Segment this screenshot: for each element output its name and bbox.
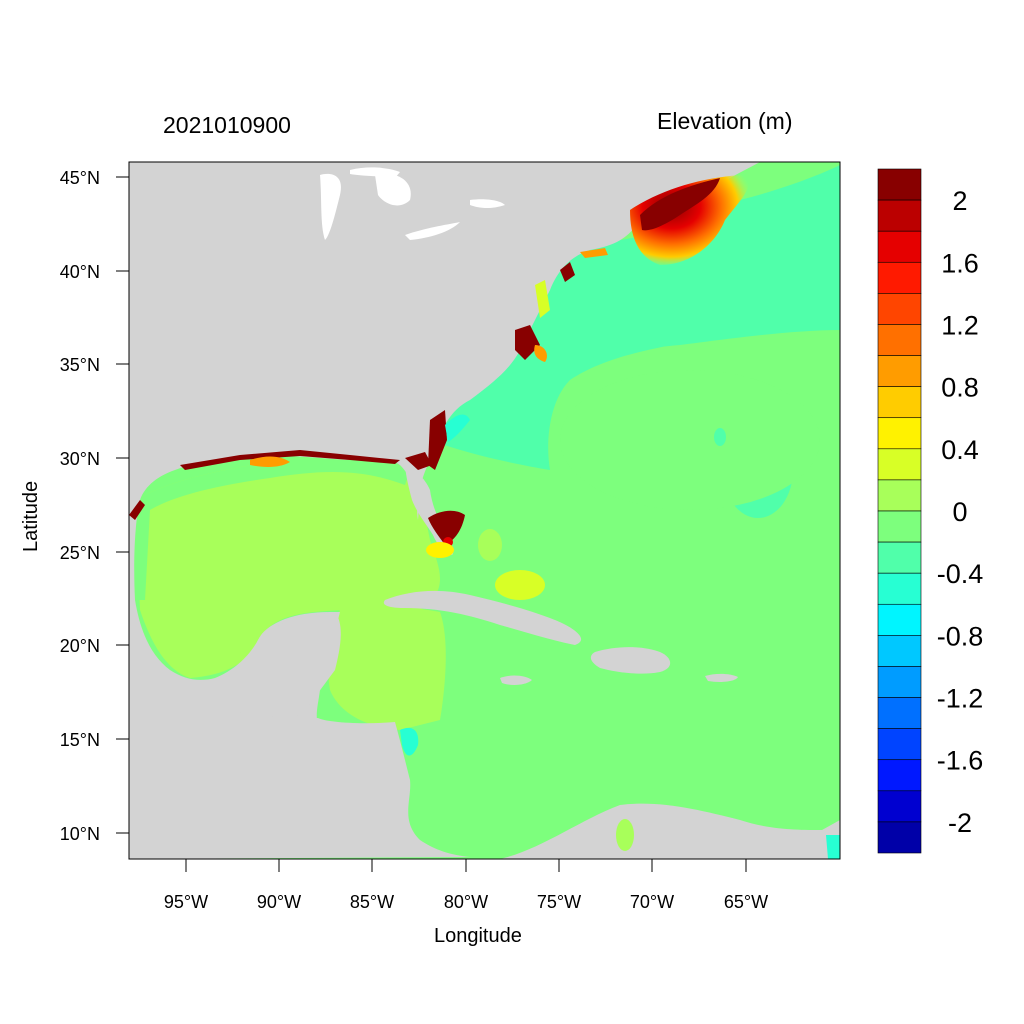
colorbar-labels: 2 1.6 1.2 0.8 0.4 0 -0.4 -0.8 -1.2 -1.6 -2: [937, 186, 984, 838]
yucatan-peninsula: [240, 612, 341, 718]
colorbar-box: [877, 541, 922, 574]
lat-tick-label: 10°N: [60, 824, 100, 844]
colorbar-box: [877, 821, 922, 854]
colorbar-box: [877, 386, 922, 419]
florida-keys-shallow: [426, 542, 454, 558]
colorbar-label: 1.2: [941, 310, 979, 340]
bahamas-bank-inner: [478, 529, 502, 561]
lon-tick-label: 95°W: [164, 892, 208, 912]
lon-tick-label: 85°W: [350, 892, 394, 912]
south-florida-surge: [428, 510, 465, 545]
colorbar-box: [877, 417, 922, 450]
gulf-of-mexico: [135, 456, 440, 678]
colorbar: [877, 168, 922, 854]
colorbar-box: [877, 759, 922, 792]
south-america-coast: [500, 803, 840, 859]
lon-tick-label: 90°W: [257, 892, 301, 912]
longitude-ticks: 95°W 90°W 85°W 80°W 75°W 70°W 65°W: [164, 859, 768, 912]
caribbean-western-basin: [328, 604, 446, 730]
colorbar-box: [877, 448, 922, 481]
lon-tick-label: 80°W: [444, 892, 488, 912]
cuba: [383, 590, 582, 645]
atlantic-central-patch: [560, 370, 820, 510]
lat-tick-label: 40°N: [60, 262, 100, 282]
x-axis-title: Longitude: [434, 925, 522, 947]
lat-tick-label: 20°N: [60, 636, 100, 656]
colorbar-label: 0.8: [941, 373, 979, 403]
caribbean-shelf-bluish: [400, 727, 419, 756]
colorbar-box: [877, 728, 922, 761]
colorbar-label: 2: [952, 186, 967, 216]
colorbar-box: [877, 355, 922, 387]
colorbar-label: -0.8: [937, 621, 984, 651]
bahamas-bank: [495, 570, 545, 600]
colorbar-box: [877, 510, 922, 543]
colorbar-box: [877, 324, 922, 356]
gulf-rim: [135, 456, 410, 600]
gulf-coast-surge: [129, 450, 432, 520]
atlantic-lower-band-north: [522, 165, 840, 370]
lon-tick-label: 75°W: [537, 892, 581, 912]
north-america-landmass: [129, 162, 760, 725]
colorbar-box: [877, 790, 922, 823]
latitude-ticks: 45°N 40°N 35°N 30°N 25°N 20°N 15°N 10°N: [60, 168, 129, 844]
colorbar-label: -1.2: [937, 684, 984, 714]
colorbar-label: -2: [948, 808, 972, 838]
colorbar-label: 0.4: [941, 435, 979, 465]
central-america-landmass: [129, 718, 470, 859]
great-lakes: [320, 167, 505, 240]
lake-maracaibo: [616, 819, 634, 851]
colorbar-box: [877, 572, 922, 605]
colorbar-label: 1.6: [941, 248, 979, 278]
colorbar-box: [877, 697, 922, 729]
plot-frame: [128, 161, 841, 860]
colorbar-box: [877, 603, 922, 636]
lat-tick-label: 45°N: [60, 168, 100, 188]
southeast-shelf: [445, 414, 470, 442]
puerto-rico: [705, 673, 738, 682]
east-coast-surge: [428, 248, 608, 470]
jamaica: [500, 675, 532, 685]
colorbar-label: 0: [952, 497, 967, 527]
atlantic-small-pocket: [714, 428, 726, 446]
lat-tick-label: 15°N: [60, 730, 100, 750]
colorbar-box: [877, 479, 922, 512]
lat-tick-label: 25°N: [60, 543, 100, 563]
colorbar-box: [877, 168, 922, 201]
lat-tick-label: 30°N: [60, 449, 100, 469]
colorbar-box: [877, 293, 922, 325]
caribbean-east-shelf: [826, 835, 840, 859]
northeast-surge-core: [640, 178, 720, 231]
colorbar-box: [877, 261, 922, 294]
colorbar-label: -0.4: [937, 559, 984, 589]
hispaniola: [590, 647, 671, 674]
lon-tick-label: 70°W: [630, 892, 674, 912]
colorbar-box: [877, 635, 922, 667]
lat-tick-label: 35°N: [60, 355, 100, 375]
lon-tick-label: 65°W: [724, 892, 768, 912]
variable-label: Elevation (m): [657, 108, 793, 134]
colorbar-box: [877, 199, 922, 232]
colorbar-box: [877, 666, 922, 698]
colorbar-label: -1.6: [937, 746, 984, 776]
colorbar-box: [877, 230, 922, 263]
run-timestamp-label: 2021010900: [163, 112, 291, 138]
northeast-surge-zone: [630, 175, 749, 265]
